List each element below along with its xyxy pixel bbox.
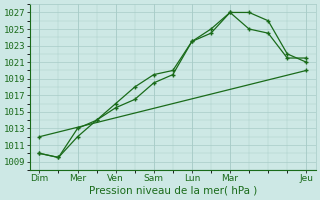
X-axis label: Pression niveau de la mer( hPa ): Pression niveau de la mer( hPa ) xyxy=(89,186,257,196)
